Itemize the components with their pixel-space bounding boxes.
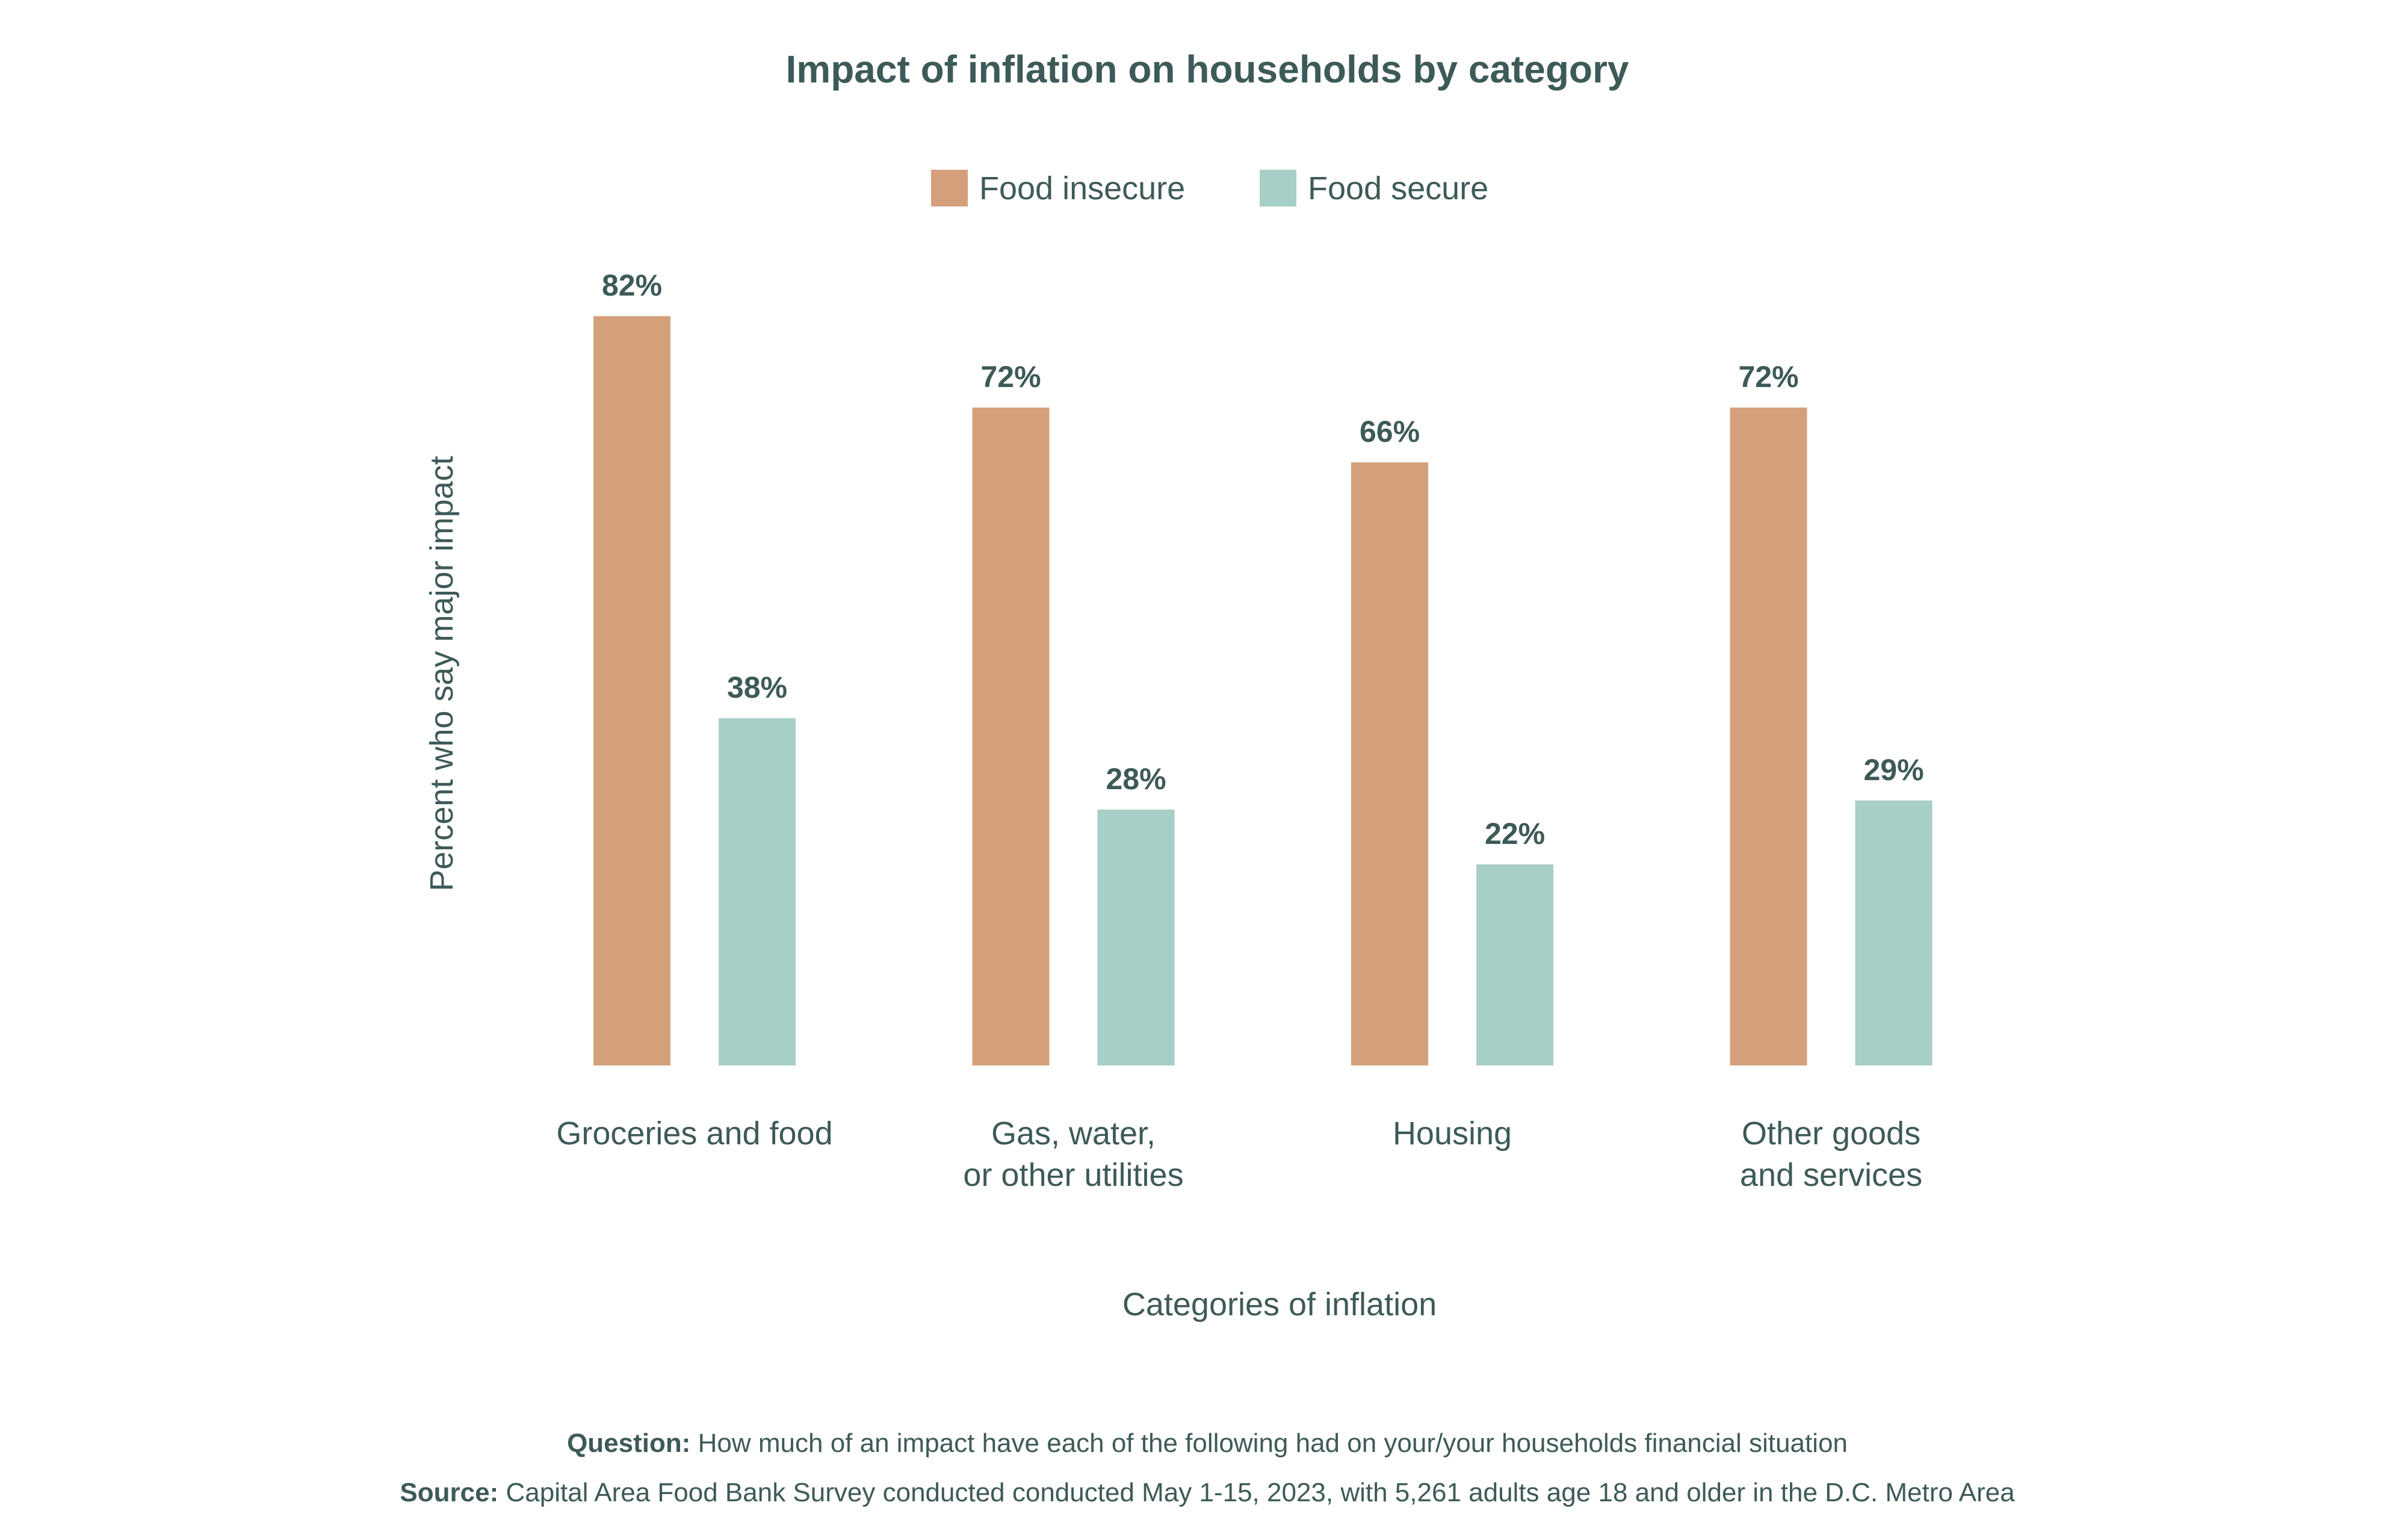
value-label: 28% — [1106, 762, 1166, 796]
bar-food-secure-2 — [1476, 864, 1553, 1065]
category-label: Housing — [1393, 1115, 1512, 1152]
legend-swatch-food-secure — [1260, 170, 1296, 206]
category-label: and services — [1740, 1157, 1922, 1193]
y-axis-label: Percent who say major impact — [424, 456, 460, 891]
value-label: 72% — [980, 360, 1041, 394]
category-label: Gas, water, — [991, 1115, 1156, 1152]
value-label: 38% — [727, 671, 787, 704]
category-label: Other goods — [1742, 1115, 1921, 1152]
legend: Food insecure Food secure — [931, 170, 1488, 206]
question-label: Question: — [567, 1428, 690, 1458]
category-label: Groceries and food — [556, 1115, 832, 1152]
legend-label-food-insecure: Food insecure — [979, 170, 1185, 206]
bar-food-insecure-1 — [972, 408, 1050, 1065]
chart-title: Impact of inflation on households by cat… — [786, 48, 1629, 91]
bar-food-secure-3 — [1855, 800, 1933, 1065]
value-label: 22% — [1485, 817, 1545, 851]
value-label: 66% — [1360, 415, 1420, 448]
bar-food-insecure-2 — [1351, 462, 1428, 1065]
x-axis-label: Categories of inflation — [1122, 1286, 1437, 1322]
footer-question: Question: How much of an impact have eac… — [567, 1428, 1848, 1458]
value-label: 29% — [1863, 753, 1924, 787]
bar-food-secure-1 — [1097, 809, 1175, 1065]
category-label: or other utilities — [963, 1157, 1183, 1193]
question-text: How much of an impact have each of the f… — [690, 1428, 1848, 1458]
source-text: Capital Area Food Bank Survey conducted … — [498, 1478, 2015, 1507]
bars: 82% 38% 72% 28% 66% 22% 72% 29% — [593, 268, 1933, 1065]
bar-food-insecure-3 — [1730, 408, 1807, 1065]
category-labels: Groceries and food Gas, water, or other ut… — [556, 1115, 1922, 1193]
value-label: 82% — [602, 268, 662, 302]
bar-food-secure-0 — [719, 718, 796, 1065]
bar-food-insecure-0 — [593, 316, 670, 1065]
value-label: 72% — [1738, 360, 1798, 394]
legend-label-food-secure: Food secure — [1308, 170, 1488, 206]
source-label: Source: — [400, 1478, 498, 1507]
legend-swatch-food-insecure — [931, 170, 968, 206]
footer-source: Source: Capital Area Food Bank Survey co… — [400, 1478, 2015, 1507]
